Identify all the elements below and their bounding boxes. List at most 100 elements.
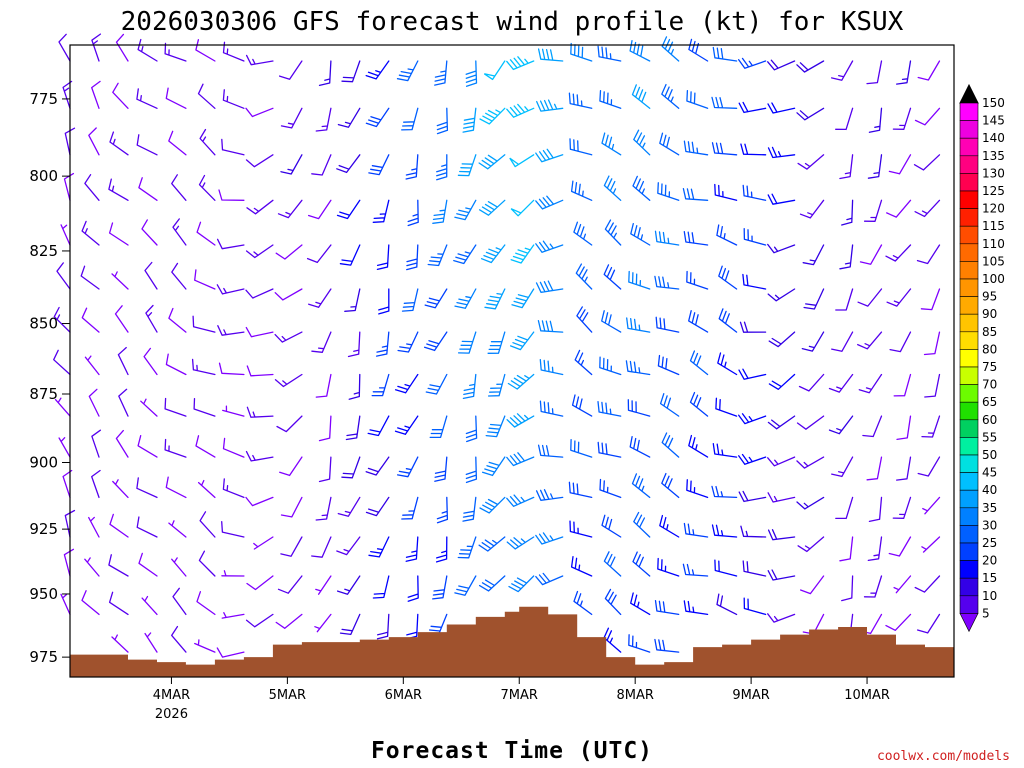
wind-barb (405, 613, 419, 640)
wind-barb (682, 187, 709, 201)
wind-barb (164, 42, 187, 62)
wind-barb (278, 60, 303, 80)
wind-barb (740, 143, 767, 156)
wind-barb (172, 218, 187, 246)
wind-barb (401, 288, 419, 312)
y-axis: 775 800 825 850 875 900 925 950 975 (29, 90, 70, 666)
wind-barb (280, 154, 303, 175)
wind-barb (91, 33, 102, 62)
wind-barb (539, 358, 564, 376)
wind-barb (280, 107, 303, 129)
wind-barb (768, 331, 796, 348)
wind-barb (115, 33, 129, 62)
wind-barb (457, 331, 477, 354)
wind-barb (539, 400, 564, 417)
wind-barb (511, 288, 535, 309)
wind-barb (863, 575, 883, 598)
wind-barb (716, 593, 738, 616)
colorbar-cell (959, 401, 979, 421)
wind-barb (570, 556, 593, 577)
wind-barb (405, 154, 419, 180)
wind-barb (767, 492, 796, 503)
y-tick-label: 925 (29, 520, 58, 538)
wind-barb (245, 450, 274, 462)
wind-barb (603, 175, 622, 201)
wind-barb (222, 437, 245, 458)
wind-barb (109, 513, 129, 538)
wind-barb (136, 477, 158, 499)
wind-barb (216, 647, 245, 658)
wind-barb (597, 400, 622, 417)
colorbar-cell (959, 577, 979, 597)
wind-barb (767, 456, 796, 467)
wind-barb (246, 365, 274, 377)
wind-barb (401, 107, 419, 131)
wind-barb (221, 521, 245, 538)
wind-barb (797, 154, 825, 170)
wind-barb (112, 82, 129, 109)
wind-barb (654, 599, 680, 616)
wind-barb (465, 60, 478, 87)
wind-barb (138, 552, 158, 577)
wind-barb (487, 331, 506, 354)
x-tick-label: 4MAR (153, 688, 190, 703)
wind-barb (917, 60, 941, 81)
wind-barb (686, 89, 709, 109)
wind-barb (626, 317, 651, 333)
wind-barb (916, 613, 941, 634)
wind-barb (841, 199, 854, 226)
wind-barb (599, 356, 622, 376)
colorbar-cell (959, 137, 979, 157)
wind-barb (796, 496, 825, 510)
wind-barb (198, 550, 216, 577)
wind-barb (570, 180, 593, 201)
wind-barb (831, 331, 854, 352)
wind-barb (858, 373, 883, 394)
wind-barb (597, 45, 622, 62)
y-tick-label: 900 (29, 454, 58, 472)
wind-barb (828, 373, 854, 393)
wind-barb (571, 394, 593, 417)
wind-barb (923, 331, 941, 356)
wind-barb (136, 134, 158, 156)
colorbar-label: 150 (982, 96, 1005, 110)
colorbar-cell (959, 437, 979, 456)
wind-barb (633, 129, 651, 156)
wind-barb (506, 56, 535, 71)
wind-barb (376, 244, 390, 271)
wind-barb (574, 349, 593, 376)
wind-barb (767, 193, 796, 205)
colorbar-cell (959, 296, 979, 315)
wind-barb (601, 132, 622, 156)
wind-barb (199, 128, 216, 156)
wind-barb (432, 199, 448, 224)
wind-barb (631, 84, 651, 109)
wind-barb (115, 429, 129, 458)
wind-barb (796, 456, 825, 469)
wind-barb (245, 613, 274, 628)
wind-barb (570, 439, 593, 458)
wind-barb (109, 131, 129, 156)
wind-barb (114, 305, 129, 333)
wind-barb (253, 536, 274, 550)
wind-barb (654, 638, 680, 653)
wind-barb (245, 244, 274, 259)
wind-barb (831, 456, 854, 478)
wind-barb (537, 48, 564, 62)
wind-barb (365, 107, 390, 128)
colorbar-label: 75 (982, 360, 997, 374)
wind-barb (462, 373, 477, 400)
wind-barb (535, 532, 564, 545)
wind-barb (277, 575, 303, 594)
colorbar-label: 20 (982, 554, 997, 568)
wind-barb (886, 199, 912, 218)
wind-barb (365, 496, 390, 517)
wind-barb (711, 142, 738, 156)
wind-barb (376, 613, 390, 640)
wind-barb (630, 222, 651, 246)
wind-barb (803, 288, 825, 310)
colorbar-top-arrow (959, 83, 979, 104)
wind-barb (53, 349, 71, 376)
wind-barb (479, 496, 506, 514)
wind-barb (913, 154, 941, 171)
